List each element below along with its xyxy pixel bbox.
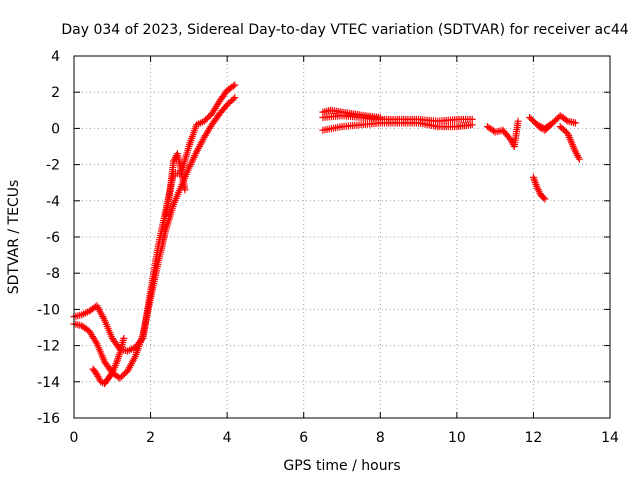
x-tick-label: 6 [299, 430, 308, 446]
series-layer [70, 81, 583, 388]
y-tick-label: -10 [37, 302, 60, 318]
y-tick-label: -4 [46, 194, 60, 210]
x-tick-label: 0 [70, 430, 79, 446]
y-axis-label: SDTVAR / TECUs [6, 180, 22, 295]
series-track-11 [556, 123, 583, 163]
series-track-10 [529, 173, 549, 203]
y-tick-label: 2 [51, 85, 60, 101]
data-point [181, 186, 189, 194]
data-point [541, 195, 549, 203]
y-tick-label: 4 [51, 49, 60, 65]
y-tick-label: -14 [37, 375, 60, 391]
series-track-7 [319, 106, 384, 121]
axis-layer: 0 2 4 6 8 10 12 14 4 2 0 -2 -4 -6 -8 -10 -12 -14 -16 [37, 49, 619, 446]
y-tick-label: -16 [37, 411, 60, 427]
chart-title: Day 034 of 2023, Sidereal Day-to-day VTE… [61, 22, 628, 38]
series-track-3 [89, 334, 128, 388]
series-track-4 [162, 150, 189, 219]
series-track-6 [319, 119, 476, 134]
data-point [572, 119, 579, 127]
data-point [468, 121, 476, 129]
x-tick-label: 12 [525, 430, 543, 446]
y-tick-label: -8 [46, 266, 60, 282]
data-point [540, 194, 548, 202]
x-tick-label: 14 [601, 430, 619, 446]
series-track-8 [484, 117, 522, 150]
data-point [229, 95, 237, 103]
x-tick-label: 10 [448, 430, 466, 446]
series-track-2 [70, 94, 239, 382]
data-point [547, 120, 555, 128]
y-tick-label: -2 [46, 158, 60, 174]
series-track-12 [533, 119, 557, 134]
data-point [231, 94, 239, 102]
data-point [376, 114, 384, 121]
x-axis-label: GPS time / hours [283, 458, 400, 474]
data-point [231, 81, 239, 89]
y-tick-label: 0 [51, 121, 60, 137]
data-point [575, 155, 583, 163]
plot-frame [73, 55, 611, 419]
data-point [549, 119, 557, 127]
data-point [120, 334, 128, 342]
x-tick-label: 2 [146, 430, 155, 446]
y-tick-label: -6 [46, 230, 60, 246]
data-point [562, 116, 570, 124]
x-tick-label: 4 [223, 430, 232, 446]
data-point [514, 117, 522, 125]
y-tick-label: -12 [37, 339, 60, 355]
data-point [229, 82, 237, 90]
x-tick-label: 8 [376, 430, 385, 446]
